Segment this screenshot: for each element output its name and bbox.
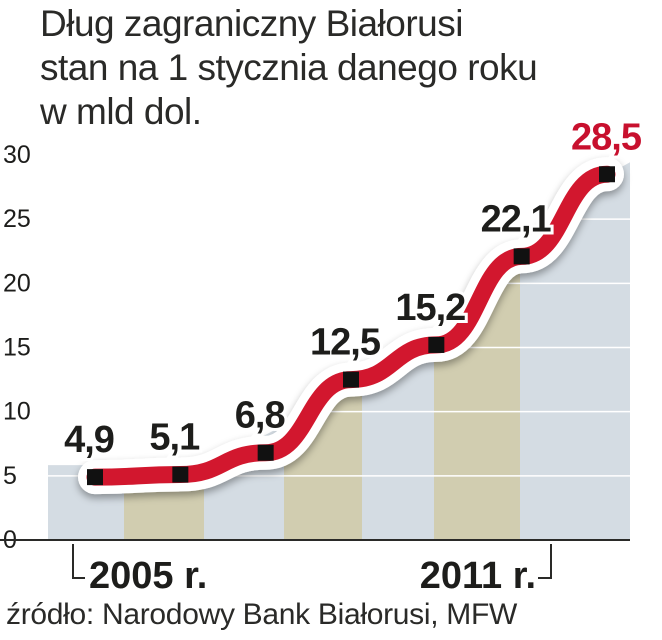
data-point-marker: [428, 336, 445, 353]
data-point-marker: [343, 371, 359, 388]
data-point-marker: [87, 469, 103, 486]
data-markers: [87, 166, 615, 486]
source-note: źródło: Narodowy Bank Białorusi, MFW: [6, 598, 518, 631]
title-line-3: w mld dol.: [40, 91, 202, 132]
title-line-2: stan na 1 stycznia danego roku: [40, 47, 538, 88]
x-axis-end-label: 2011 r.: [420, 555, 536, 597]
x-axis: 2005 r. 2011 r.: [0, 539, 630, 597]
data-point-marker: [599, 166, 615, 183]
y-tick-label: 15: [3, 334, 31, 362]
data-label: 4,9: [64, 419, 114, 461]
y-tick-label: 10: [3, 398, 31, 426]
y-tick-label: 25: [3, 205, 31, 233]
x-axis-start-label: 2005 r.: [89, 555, 207, 597]
data-point-marker: [257, 444, 274, 461]
y-tick-label: 30: [3, 141, 31, 169]
title-line-1: Dług zagraniczny Białorusi: [40, 3, 463, 44]
data-label: 5,1: [149, 417, 200, 459]
data-label: 6,8: [235, 395, 285, 437]
x-axis-bracket-right: [538, 544, 552, 579]
data-point-marker: [172, 466, 189, 483]
chart-title: Dług zagraniczny Białorusi stan na 1 sty…: [40, 2, 538, 134]
data-labels: 4,9 5,1 6,8 12,5 15,2 22,1 28,5: [61, 113, 646, 464]
data-label: 28,5: [571, 116, 642, 158]
y-tick-label: 5: [3, 462, 17, 490]
x-axis-bracket-left: [72, 544, 85, 579]
data-label: 12,5: [310, 322, 381, 364]
data-label: 15,2: [395, 287, 465, 329]
data-label: 22,1: [481, 198, 552, 240]
y-tick-label: 20: [3, 269, 31, 297]
data-point-marker: [513, 248, 530, 265]
background-band: [284, 363, 362, 540]
